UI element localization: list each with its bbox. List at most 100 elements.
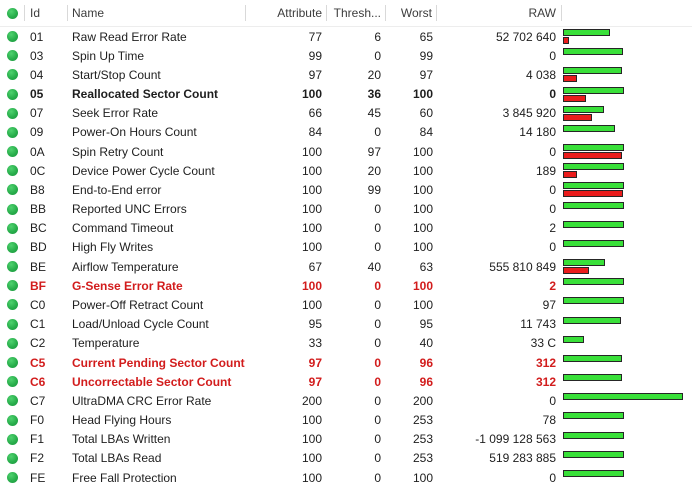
name-cell: Total LBAs Written — [72, 432, 171, 447]
worst-cell: 100 — [412, 221, 433, 236]
attribute-cell: 100 — [301, 297, 322, 312]
threshold-cell: 0 — [374, 470, 381, 485]
header-name[interactable]: Name — [68, 0, 246, 26]
ok-status-icon — [7, 126, 18, 138]
status-cell — [0, 27, 25, 46]
status-cell — [0, 161, 25, 180]
id-cell: FE — [30, 470, 46, 485]
raw-cell: 555 810 849 — [489, 259, 556, 274]
attribute-cell: 99 — [308, 48, 322, 63]
attribute-value-bar — [563, 431, 624, 439]
table-row[interactable]: 0A Spin Retry Count 100 97 100 0 — [0, 142, 692, 161]
table-row[interactable]: C2 Temperature 33 0 40 33 C — [0, 334, 692, 353]
table-row[interactable]: BF G-Sense Error Rate 100 0 100 2 — [0, 276, 692, 295]
table-body: 01 Raw Read Error Rate 77 6 65 52 702 64… — [0, 27, 692, 487]
table-row[interactable]: FE Free Fall Protection 100 0 100 0 — [0, 468, 692, 487]
raw-cell: 312 — [535, 374, 556, 389]
header-id[interactable]: Id — [25, 0, 68, 26]
table-row[interactable]: 07 Seek Error Rate 66 45 60 3 845 920 — [0, 104, 692, 123]
value-bars-cell — [562, 104, 692, 123]
status-cell — [0, 334, 25, 353]
attribute-value-bar — [563, 105, 604, 113]
table-row[interactable]: F2 Total LBAs Read 100 0 253 519 283 885 — [0, 449, 692, 468]
name-cell: Power-Off Retract Count — [72, 297, 204, 312]
threshold-cell: 36 — [367, 87, 381, 102]
name-cell: Power-On Hours Count — [72, 125, 197, 140]
threshold-cell: 0 — [374, 297, 381, 312]
worst-cell: 40 — [419, 336, 433, 351]
name-cell: Load/Unload Cycle Count — [72, 317, 209, 332]
ok-status-icon — [7, 165, 18, 177]
attribute-cell: 100 — [301, 470, 322, 485]
threshold-cell: 45 — [367, 106, 381, 121]
table-row[interactable]: 04 Start/Stop Count 97 20 97 4 038 — [0, 65, 692, 84]
attribute-cell: 100 — [301, 432, 322, 447]
worst-cell: 65 — [419, 29, 433, 44]
ok-status-icon — [7, 318, 18, 330]
header-threshold-label: Thresh... — [333, 6, 381, 20]
table-row[interactable]: BC Command Timeout 100 0 100 2 — [0, 219, 692, 238]
header-worst-label: Worst — [400, 6, 432, 20]
header-worst[interactable]: Worst — [386, 0, 437, 26]
table-row[interactable]: C1 Load/Unload Cycle Count 95 0 95 11 74… — [0, 315, 692, 334]
id-cell: B8 — [30, 182, 45, 197]
table-row[interactable]: F0 Head Flying Hours 100 0 253 78 — [0, 410, 692, 429]
table-row[interactable]: 09 Power-On Hours Count 84 0 84 14 180 — [0, 123, 692, 142]
attribute-value-bar — [563, 393, 683, 401]
worst-cell: 60 — [419, 106, 433, 121]
header-threshold[interactable]: Thresh... — [327, 0, 386, 26]
threshold-cell: 0 — [374, 336, 381, 351]
table-row[interactable]: BE Airflow Temperature 67 40 63 555 810 … — [0, 257, 692, 276]
status-cell — [0, 238, 25, 257]
attribute-value-bar — [563, 124, 615, 132]
table-row[interactable]: BB Reported UNC Errors 100 0 100 0 — [0, 200, 692, 219]
table-row[interactable]: C7 UltraDMA CRC Error Rate 200 0 200 0 — [0, 391, 692, 410]
raw-cell: 11 743 — [520, 317, 556, 332]
status-cell — [0, 468, 25, 487]
raw-cell: 0 — [549, 182, 556, 197]
ok-status-icon — [7, 88, 18, 100]
threshold-cell: 99 — [367, 182, 381, 197]
table-row[interactable]: C5 Current Pending Sector Count 97 0 96 … — [0, 353, 692, 372]
status-cell — [0, 180, 25, 199]
value-bars-cell — [562, 295, 692, 314]
table-row[interactable]: B8 End-to-End error 100 99 100 0 — [0, 180, 692, 199]
value-bars-cell — [562, 27, 692, 46]
value-bars-cell — [562, 372, 692, 391]
attribute-value-bar — [563, 48, 623, 56]
id-cell: 0C — [30, 163, 46, 178]
threshold-cell: 20 — [367, 67, 381, 82]
attribute-value-bar — [563, 163, 624, 171]
table-row[interactable]: BD High Fly Writes 100 0 100 0 — [0, 238, 692, 257]
status-cell — [0, 391, 25, 410]
threshold-cell: 0 — [374, 48, 381, 63]
value-bars-cell — [562, 238, 692, 257]
ok-status-icon — [7, 7, 18, 19]
name-cell: High Fly Writes — [72, 240, 154, 255]
ok-status-icon — [7, 69, 18, 81]
table-row[interactable]: 01 Raw Read Error Rate 77 6 65 52 702 64… — [0, 27, 692, 46]
table-row[interactable]: 0C Device Power Cycle Count 100 20 100 1… — [0, 161, 692, 180]
attribute-value-bar — [563, 29, 610, 36]
ok-status-icon — [7, 203, 18, 215]
threshold-cell: 0 — [374, 221, 381, 236]
attribute-value-bar — [563, 374, 622, 382]
table-row[interactable]: C0 Power-Off Retract Count 100 0 100 97 — [0, 295, 692, 314]
raw-cell: 33 C — [530, 336, 556, 351]
header-status-column[interactable] — [0, 0, 25, 26]
ok-status-icon — [7, 107, 18, 119]
name-cell: Spin Up Time — [72, 48, 145, 63]
header-raw[interactable]: RAW — [437, 0, 562, 26]
table-row[interactable]: F1 Total LBAs Written 100 0 253 -1 099 1… — [0, 430, 692, 449]
header-attribute[interactable]: Attribute — [246, 0, 327, 26]
header-raw-label: RAW — [528, 6, 556, 20]
attribute-cell: 100 — [301, 278, 322, 293]
attribute-value-bar — [563, 469, 624, 477]
attribute-value-bar — [563, 278, 624, 286]
attribute-cell: 84 — [308, 125, 322, 140]
table-row[interactable]: 05 Reallocated Sector Count 100 36 100 0 — [0, 85, 692, 104]
table-row[interactable]: C6 Uncorrectable Sector Count 97 0 96 31… — [0, 372, 692, 391]
table-row[interactable]: 03 Spin Up Time 99 0 99 0 — [0, 46, 692, 65]
id-cell: 0A — [30, 144, 45, 159]
status-cell — [0, 46, 25, 65]
